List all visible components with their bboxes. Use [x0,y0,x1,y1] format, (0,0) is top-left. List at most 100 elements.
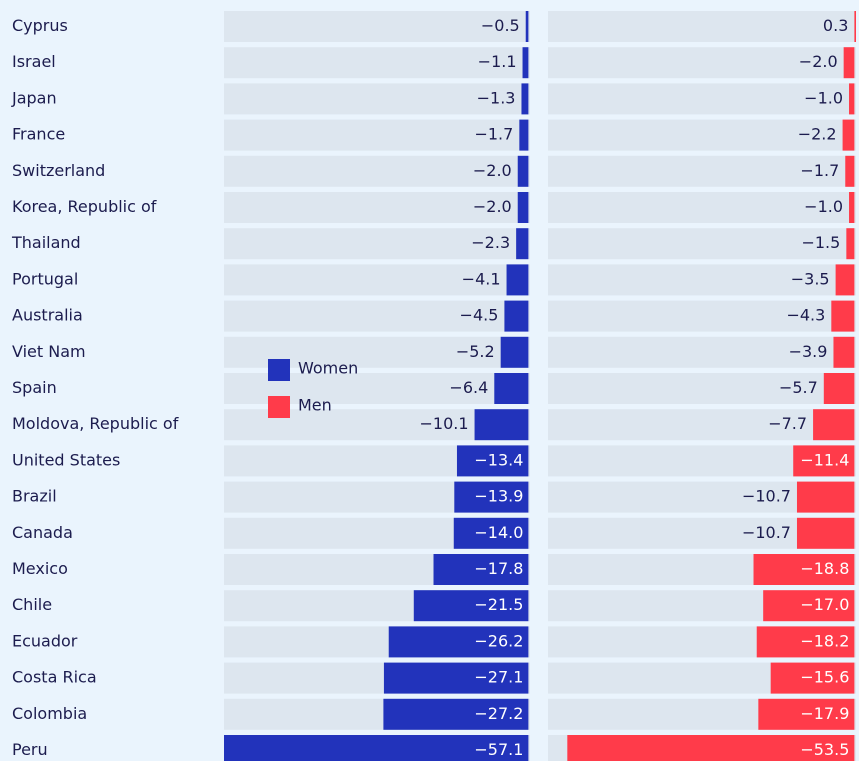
value-label: −17.9 [800,704,849,723]
bar [793,445,855,477]
value-label: −4.1 [462,269,501,288]
category-label: Mexico [12,559,68,578]
value-label: −27.2 [474,704,523,723]
category-label: France [12,125,65,144]
bar [835,264,855,296]
bar [519,119,529,151]
category-label: Viet Nam [12,342,86,361]
value-label: −3.9 [789,342,828,361]
value-label: −53.5 [800,740,849,759]
bar [525,11,529,42]
bar [474,409,529,441]
category-label: Thailand [11,233,81,252]
value-label: −21.5 [474,595,523,614]
value-label: −4.3 [786,306,825,325]
value-label: −17.8 [474,559,523,578]
value-label: −1.7 [474,125,513,144]
value-label: −17.0 [800,595,849,614]
value-label: −3.5 [791,269,830,288]
category-label: Israel [12,52,56,71]
bar [517,155,529,187]
row-band [548,11,856,42]
bar [823,373,855,404]
bar [567,735,855,761]
category-label: Costa Rica [12,668,97,687]
row-band [548,409,856,441]
bar [758,698,855,730]
category-label: Cyprus [12,16,68,35]
category-label: Australia [12,306,83,325]
bar [506,264,529,296]
row-band [548,264,856,296]
bar [753,554,855,585]
row-band [548,155,856,187]
bar [813,409,855,441]
bar [454,481,529,513]
value-label: −1.5 [801,233,840,252]
value-label: −10.7 [742,523,791,542]
value-label: −10.7 [742,487,791,506]
value-label: −14.0 [474,523,523,542]
row-band [224,300,530,332]
bar [504,300,529,332]
category-label: Japan [11,88,57,107]
row-band [548,373,856,404]
bar [517,192,529,223]
value-label: −15.6 [800,668,849,687]
row-band [224,228,530,260]
bar [388,626,529,658]
bar [756,626,855,658]
value-label: −7.7 [768,414,807,433]
row-band [548,192,856,223]
category-label: Canada [12,523,73,542]
category-label: Korea, Republic of [12,197,157,216]
bar [494,373,529,404]
value-label: −13.4 [474,450,523,469]
value-label: −1.1 [478,52,517,71]
category-label: Portugal [12,269,78,288]
bar [433,554,529,585]
value-label: −2.0 [473,197,512,216]
bar [842,119,855,151]
row-band [224,11,530,42]
value-label: −27.1 [474,668,523,687]
bar [453,517,529,549]
row-band [224,192,530,223]
value-label: −26.2 [474,631,523,650]
category-label: Colombia [12,704,87,723]
category-label: Moldova, Republic of [12,414,179,433]
row-band [224,155,530,187]
value-label: −5.7 [779,378,818,397]
bar [849,83,855,115]
value-label: −5.2 [456,342,495,361]
value-label: −2.3 [471,233,510,252]
bar [500,336,529,368]
row-band [548,228,856,260]
bar [456,445,529,477]
bar [854,11,856,42]
bar [383,662,529,694]
value-label: −18.8 [800,559,849,578]
bar [846,228,855,260]
value-label: −10.1 [420,414,469,433]
row-band [224,264,530,296]
value-label: −1.7 [800,161,839,180]
bar [770,662,855,694]
bar [516,228,529,260]
row-band [548,336,856,368]
bar [224,735,529,761]
category-label: Ecuador [12,631,78,650]
bar [522,47,529,79]
value-label: −2.0 [473,161,512,180]
bar [763,590,855,622]
row-band [224,47,530,79]
value-label: −1.0 [804,197,843,216]
bar [849,192,855,223]
bar [843,47,855,79]
value-label: −0.5 [481,16,520,35]
row-band [224,119,530,151]
bar [796,481,855,513]
legend-label: Women [298,359,358,378]
category-label: Switzerland [12,161,105,180]
bar [833,336,855,368]
